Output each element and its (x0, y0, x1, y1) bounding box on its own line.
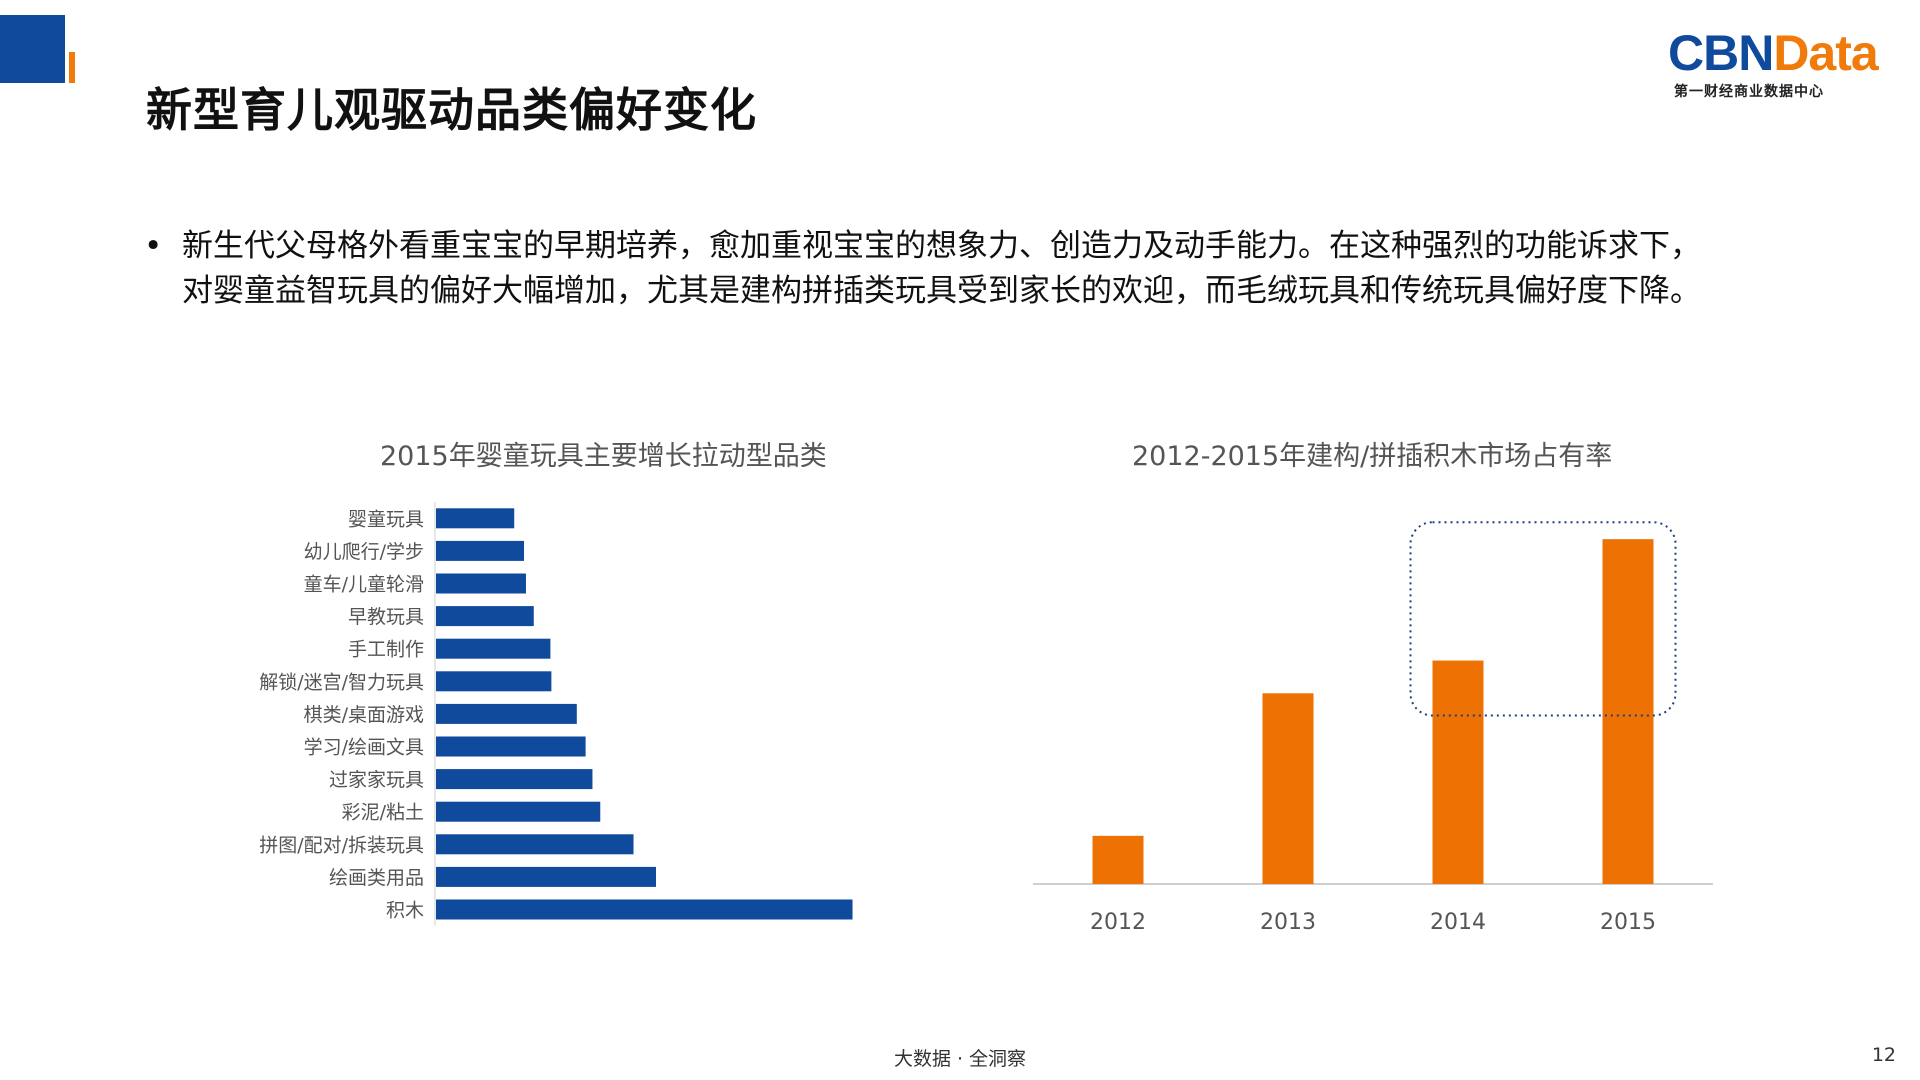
chart1-bar (436, 769, 593, 790)
chart1-category-label: 彩泥/粘土 (342, 802, 424, 824)
chart2-year-label: 2012 (1090, 910, 1146, 935)
page-title: 新型育儿观驱动品类偏好变化 (146, 83, 757, 137)
chart2-bar (1432, 660, 1484, 884)
chart1-title: 2015年婴童玩具主要增长拉动型品类 (380, 441, 827, 472)
chart1-category-label: 童车/儿童轮滑 (304, 574, 424, 596)
chart1-horizontal-bar: 婴童玩具幼儿爬行/学步童车/儿童轮滑早教玩具手工制作解锁/迷宫/智力玩具棋类/桌… (259, 502, 853, 926)
logo-brand-b: Data (1773, 25, 1878, 81)
chart1-bar (436, 638, 551, 659)
bullet-line-2: 对婴童益智玩具的偏好大幅增加，尤其是建构拼插类玩具受到家长的欢迎，而毛绒玩具和传… (182, 273, 1701, 309)
footer-slogan: 大数据 · 全洞察 (893, 1048, 1027, 1070)
chart1-bar (436, 703, 577, 724)
chart1-bar (436, 736, 586, 757)
chart1-category-label: 绘画类用品 (329, 867, 424, 889)
chart2-bar (1602, 539, 1654, 884)
chart1-bar (436, 573, 526, 594)
chart2-bar (1092, 835, 1144, 884)
chart2-year-label: 2013 (1260, 910, 1316, 935)
chart1-bar (436, 801, 601, 822)
chart1-bar (436, 671, 552, 692)
chart1-category-label: 幼儿爬行/学步 (304, 541, 424, 563)
chart2-highlight-box (1409, 521, 1677, 717)
chart1-category-label: 积木 (386, 900, 424, 922)
chart1-category-label: 手工制作 (348, 639, 424, 661)
corner-accent-block (0, 15, 65, 83)
chart2-year-label: 2015 (1600, 910, 1656, 935)
chart1-bar (436, 899, 853, 920)
chart1-category-label: 拼图/配对/拆装玩具 (259, 834, 424, 856)
chart2-bar (1262, 693, 1314, 884)
chart2-title: 2012-2015年建构/拼插积木市场占有率 (1132, 441, 1613, 472)
chart1-category-label: 棋类/桌面游戏 (304, 704, 424, 726)
chart1-bar (436, 508, 515, 529)
bullet-line-1: 新生代父母格外看重宝宝的早期培养，愈加重视宝宝的想象力、创造力及动手能力。在这种… (182, 228, 1701, 264)
chart1-category-label: 早教玩具 (348, 606, 424, 628)
bullet-dot: • (144, 228, 163, 264)
logo-wordmark: CBNData (1668, 25, 1879, 81)
logo-subtitle: 第一财经商业数据中心 (1674, 84, 1824, 100)
page-number: 12 (1871, 1044, 1896, 1066)
chart1-bar (436, 866, 656, 887)
chart1-category-label: 婴童玩具 (348, 508, 424, 530)
chart2-vertical-bar: 2012 2013 2014 2015 (1033, 521, 1713, 935)
chart1-category-label: 解锁/迷宫/智力玩具 (259, 671, 424, 693)
chart1-category-label: 过家家玩具 (329, 769, 424, 791)
corner-accent-bar (69, 52, 75, 83)
chart2-year-label: 2014 (1430, 910, 1486, 935)
chart1-category-label: 学习/绘画文具 (304, 737, 424, 759)
chart1-bar (436, 834, 634, 855)
cbndata-logo: CBNData 第一财经商业数据中心 (1668, 25, 1879, 100)
summary-bullet: • 新生代父母格外看重宝宝的早期培养，愈加重视宝宝的想象力、创造力及动手能力。在… (144, 224, 1766, 314)
chart1-bar (436, 606, 534, 627)
logo-brand-a: CBN (1668, 25, 1774, 81)
chart1-bar (436, 540, 524, 561)
